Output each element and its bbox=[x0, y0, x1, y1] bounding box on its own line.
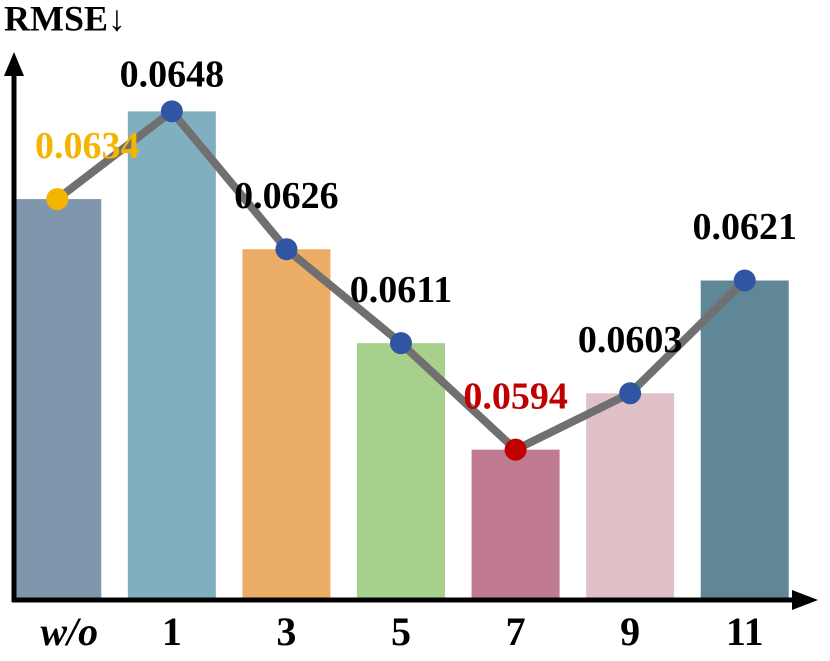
x-tick-label: w/o bbox=[40, 609, 98, 654]
bar bbox=[13, 199, 102, 601]
point bbox=[275, 238, 298, 261]
x-tick-label: 3 bbox=[276, 609, 296, 654]
bar bbox=[586, 393, 675, 600]
value-label: 0.0626 bbox=[234, 175, 339, 217]
point bbox=[733, 269, 756, 292]
point bbox=[160, 100, 183, 123]
x-tick-label: 5 bbox=[391, 609, 411, 654]
value-label: 0.0634 bbox=[35, 125, 140, 167]
y-axis-label: RMSE↓ bbox=[4, 0, 126, 38]
bar bbox=[242, 249, 331, 600]
point bbox=[46, 188, 69, 211]
x-tick-label: 7 bbox=[506, 609, 526, 654]
value-label: 0.0621 bbox=[692, 206, 797, 248]
point bbox=[390, 332, 412, 355]
bar bbox=[700, 280, 789, 600]
x-tick-label: 1 bbox=[162, 609, 182, 654]
point bbox=[619, 382, 642, 405]
y-axis-arrow bbox=[4, 52, 24, 76]
value-label: 0.0611 bbox=[350, 269, 452, 311]
value-label: 0.0603 bbox=[578, 319, 683, 361]
value-label: 0.0648 bbox=[120, 54, 225, 96]
bar bbox=[127, 111, 216, 601]
bar bbox=[357, 343, 445, 600]
x-axis-arrow bbox=[792, 590, 818, 610]
point bbox=[504, 438, 527, 461]
x-tick-label: 9 bbox=[620, 609, 640, 654]
value-label: 0.0594 bbox=[463, 375, 568, 417]
x-tick-label: 11 bbox=[726, 609, 764, 654]
bar bbox=[471, 449, 560, 600]
